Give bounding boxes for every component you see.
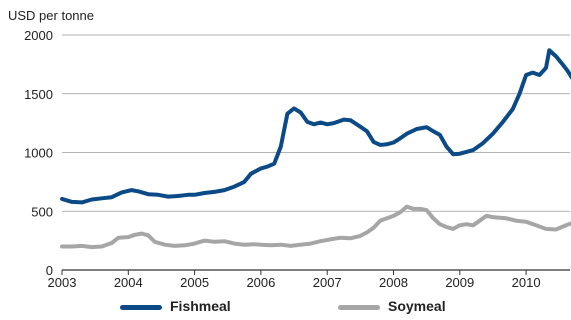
x-tick-label-2003: 2003 (48, 275, 77, 290)
x-tick-label-2005: 2005 (180, 275, 209, 290)
legend-item-fishmeal: Fishmeal (120, 298, 231, 314)
y-tick-label-1500: 1500 (24, 87, 53, 102)
y-tick-label-1000: 1000 (24, 146, 53, 161)
x-tick-label-2009: 2009 (445, 275, 474, 290)
legend-swatch-soymeal (338, 304, 380, 310)
legend-item-soymeal: Soymeal (338, 298, 446, 314)
x-tick-label-2006: 2006 (246, 275, 275, 290)
legend-swatch-fishmeal (120, 304, 162, 310)
x-tick-label-2004: 2004 (114, 275, 143, 290)
series-line-soymeal (60, 204, 571, 250)
y-tick-label-0: 0 (46, 263, 53, 278)
x-tick-label-2010: 2010 (512, 275, 541, 290)
x-tick-label-2007: 2007 (313, 275, 342, 290)
series-line-fishmeal (60, 48, 571, 205)
y-axis-unit-label: USD per tonne (8, 8, 94, 23)
y-tick-label-2000: 2000 (24, 28, 53, 43)
x-tick-label-2008: 2008 (379, 275, 408, 290)
legend-label-soymeal: Soymeal (388, 298, 446, 314)
legend-label-fishmeal: Fishmeal (170, 298, 231, 314)
y-tick-label-500: 500 (31, 204, 53, 219)
